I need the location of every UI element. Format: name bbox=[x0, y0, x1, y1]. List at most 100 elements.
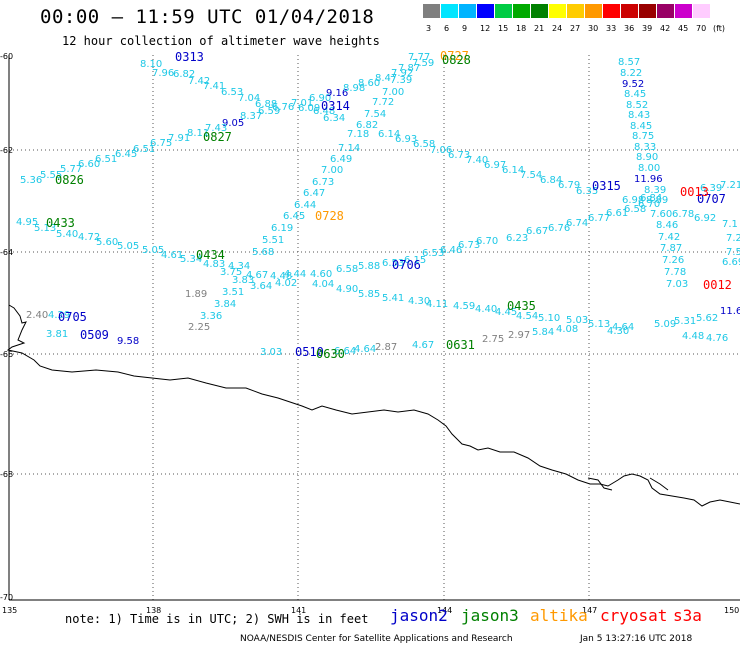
wave-height-value: 4.11 bbox=[426, 299, 449, 310]
wave-height-value: 5.84 bbox=[532, 327, 555, 338]
wave-height-value: 2.87 bbox=[375, 342, 398, 353]
wave-height-value: 11.6 bbox=[720, 306, 740, 317]
lat-label: -68 bbox=[0, 470, 14, 479]
wave-height-value: 6.77 bbox=[588, 213, 611, 224]
wave-height-value: 7.1 bbox=[722, 219, 738, 230]
wave-height-value: 4.30 bbox=[408, 296, 431, 307]
scale-label: 70 bbox=[696, 24, 707, 33]
lat-label: -62 bbox=[0, 146, 14, 155]
wave-height-value: 6.58 bbox=[413, 139, 436, 150]
wave-height-value: 2.97 bbox=[508, 330, 531, 341]
pass-time-label: 0433 bbox=[46, 216, 75, 230]
scale-label: 18 bbox=[516, 24, 527, 33]
wave-height-value: 5.60 bbox=[96, 237, 119, 248]
wave-height-value: 4.48 bbox=[682, 331, 705, 342]
wave-height-value: 8.11 bbox=[187, 128, 210, 139]
wave-height-value: 3.03 bbox=[260, 347, 283, 358]
wave-height-value: 6.78 bbox=[672, 209, 695, 220]
wave-height-value: 5.62 bbox=[696, 313, 719, 324]
pass-time-label: 0826 bbox=[55, 173, 84, 187]
pass-time-label: 0631 bbox=[446, 338, 475, 352]
wave-height-value: 5.40 bbox=[56, 229, 79, 240]
wave-height-value: 6.45 bbox=[283, 211, 306, 222]
pass-time-label: 0727 bbox=[440, 49, 469, 63]
wave-height-value: 6.90 bbox=[309, 93, 332, 104]
wave-height-value: 3.83 bbox=[232, 275, 255, 286]
lat-label: -66 bbox=[0, 350, 14, 359]
wave-height-value: 3.75 bbox=[220, 267, 243, 278]
generated-timestamp: Jan 5 13:27:16 UTC 2018 bbox=[580, 634, 693, 644]
wave-height-value: 6.49 bbox=[330, 154, 353, 165]
wave-height-value: 7.92 bbox=[391, 68, 414, 79]
wave-height-value: 8.33 bbox=[634, 142, 657, 153]
wave-height-value: 7.72 bbox=[372, 97, 395, 108]
wave-height-value: 6.48 bbox=[313, 106, 336, 117]
wave-height-value: 9.58 bbox=[117, 336, 140, 347]
lat-label: -60 bbox=[0, 52, 14, 61]
wave-height-value: 6.58 bbox=[624, 204, 647, 215]
wave-height-value: 4.29 bbox=[48, 310, 71, 321]
wave-height-value: 6.73 bbox=[448, 150, 471, 161]
wave-height-value: 11.96 bbox=[634, 174, 663, 185]
scale-swatch bbox=[584, 4, 602, 18]
wave-height-value: 5.31 bbox=[674, 316, 697, 327]
scale-swatch bbox=[566, 4, 584, 18]
wave-height-value: 8.60 bbox=[358, 78, 381, 89]
wave-height-value: 6.82 bbox=[173, 69, 196, 80]
lat-label: -70 bbox=[0, 593, 14, 602]
wave-height-value: 6.76 bbox=[548, 223, 571, 234]
scale-label: 6 bbox=[444, 24, 450, 33]
scale-label: 27 bbox=[570, 24, 581, 33]
wave-height-value: 6.45 bbox=[115, 149, 138, 160]
wave-height-value: 6.73 bbox=[312, 177, 335, 188]
wave-height-value: 6.34 bbox=[323, 113, 346, 124]
wave-height-value: 7.43 bbox=[205, 123, 228, 134]
wave-height-value: 4.90 bbox=[336, 284, 359, 295]
wave-height-value: 3.64 bbox=[250, 281, 273, 292]
wave-height-value: 4.67 bbox=[412, 340, 435, 351]
wave-height-value: 4.08 bbox=[556, 324, 579, 335]
wave-height-value: 5.09 bbox=[654, 319, 677, 330]
wave-height-value: 4.67 bbox=[246, 270, 269, 281]
legend-jason2: jason2 bbox=[390, 606, 448, 625]
pass-time-label: 0435 bbox=[507, 299, 536, 313]
scale-swatch bbox=[548, 4, 566, 18]
wave-height-value: 6.44 bbox=[294, 200, 317, 211]
scale-label: 24 bbox=[552, 24, 563, 33]
wave-height-value: 1.89 bbox=[185, 289, 208, 300]
scale-unit: (ft) bbox=[713, 24, 726, 33]
pass-time-label: 0630 bbox=[316, 347, 345, 361]
scale-label: 36 bbox=[624, 24, 635, 33]
scale-label: 3 bbox=[426, 24, 432, 33]
wave-height-value: 7.18 bbox=[347, 129, 370, 140]
wave-height-value: 6.93 bbox=[395, 134, 418, 145]
wave-height-value: 7.2 bbox=[726, 233, 740, 244]
wave-height-value: 6.69 bbox=[722, 257, 740, 268]
legend-jason3: jason3 bbox=[461, 606, 519, 625]
wave-height-value: 6.09 bbox=[298, 103, 321, 114]
wave-height-value: 7.01 bbox=[291, 98, 314, 109]
wave-height-value: 5.05 bbox=[142, 245, 165, 256]
scale-swatch bbox=[512, 4, 530, 18]
wave-height-value: 9.16 bbox=[326, 88, 349, 99]
pass-time-label: 0827 bbox=[203, 130, 232, 144]
legend-s3a: s3a bbox=[673, 606, 702, 625]
wave-height-value: 4.34 bbox=[228, 261, 251, 272]
map-subtitle: 12 hour collection of altimeter wave hei… bbox=[62, 34, 380, 48]
wave-height-value: 4.83 bbox=[203, 259, 226, 270]
wave-height-value: 4.04 bbox=[312, 279, 335, 290]
pass-time-label: 0510 bbox=[295, 345, 324, 359]
wave-height-value: 6.14 bbox=[378, 129, 401, 140]
wave-height-value: 8.39 bbox=[644, 185, 667, 196]
pass-time-label: 0434 bbox=[196, 248, 225, 262]
scale-label: 39 bbox=[642, 24, 653, 33]
wave-height-value: 4.44 bbox=[284, 269, 307, 280]
wave-height-value: 6.84 bbox=[540, 175, 563, 186]
scale-swatch bbox=[692, 4, 710, 18]
wave-height-value: 7.04 bbox=[238, 93, 261, 104]
wave-height-value: 4.64 bbox=[612, 322, 635, 333]
pass-time-label: 0707 bbox=[697, 192, 726, 206]
wave-height-value: 6.39 bbox=[700, 183, 723, 194]
wave-height-value: 6.70 bbox=[476, 236, 499, 247]
graticule bbox=[9, 55, 740, 600]
